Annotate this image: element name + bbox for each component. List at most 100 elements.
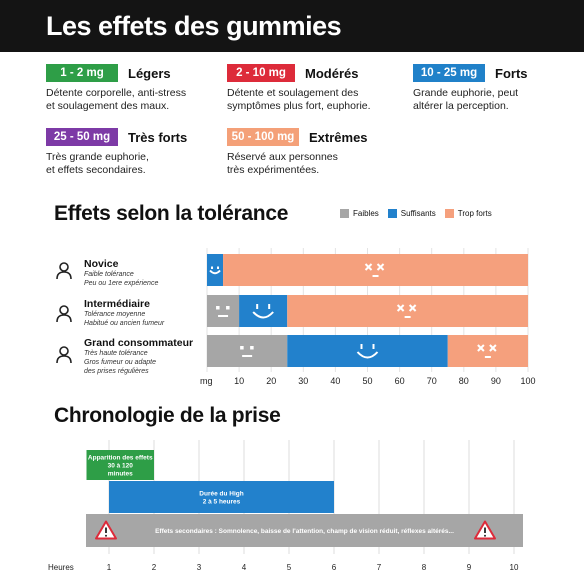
timeline-bar-label: 2 à 5 heures xyxy=(203,499,241,506)
category-label: Grand consommateur xyxy=(84,337,194,349)
category-sub-line: Habitué ou ancien fumeur xyxy=(84,320,165,327)
dose-desc-line: et effets secondaires. xyxy=(46,164,146,177)
tolerance-chart-title: Effets selon la tolérance xyxy=(54,202,289,225)
legend-item-suffisants: Suffisants xyxy=(387,209,436,218)
bar-segment xyxy=(223,254,529,286)
category-sub: Très haute tolérance Gros fumeur ou adap… xyxy=(84,349,156,376)
face-eye xyxy=(489,344,497,352)
tick-label: 90 xyxy=(491,376,501,386)
bar-segment xyxy=(239,295,288,327)
tick-label: 5 xyxy=(287,563,292,572)
dose-level: Légers xyxy=(128,65,171,81)
dose-desc-line: altérer la perception. xyxy=(413,100,509,113)
tick-label: 4 xyxy=(242,563,247,572)
tick-label: 80 xyxy=(459,376,469,386)
timeline-bar-label: minutes xyxy=(108,471,133,478)
dose-desc-line: Détente et soulagement des xyxy=(227,87,359,100)
tick-label: 9 xyxy=(467,563,472,572)
category-sub-line: Gros fumeur ou adapte xyxy=(84,359,156,366)
warning-icon xyxy=(95,520,117,540)
dose-block-moderes: 2 - 10 mg Modérés Détente et soulagement … xyxy=(227,64,371,113)
dose-level: Extrêmes xyxy=(309,129,368,145)
tick-label: 50 xyxy=(362,376,372,386)
tick-label: 60 xyxy=(395,376,405,386)
bar-segment xyxy=(207,335,288,367)
dose-badge: 1 - 2 mg xyxy=(46,64,118,82)
face-eye xyxy=(477,344,485,352)
dose-description: Grande euphorie, peut altérer la percept… xyxy=(413,87,528,113)
tick-label: 6 xyxy=(332,563,337,572)
chart-legend: Faibles Suffisants Trop forts xyxy=(340,209,501,218)
warning-dot xyxy=(105,534,107,537)
neutral-face-icon xyxy=(216,306,230,317)
legend-item-trop-forts: Trop forts xyxy=(444,209,492,218)
bar-segment xyxy=(447,335,528,367)
tick-label: 1 xyxy=(107,563,112,572)
timeline-bar-label: 30 à 120 xyxy=(108,463,134,470)
legend-label: Faibles xyxy=(353,209,379,218)
warning-dot xyxy=(484,534,486,537)
tick-label: 8 xyxy=(422,563,427,572)
face-eye xyxy=(240,346,244,350)
dose-desc-line: Réservé aux personnes xyxy=(227,151,338,164)
dose-block-forts: 10 - 25 mg Forts Grande euphorie, peut al… xyxy=(413,64,528,113)
page-title: Les effets des gummies xyxy=(46,11,342,41)
legend-swatch xyxy=(387,209,397,218)
category-sub-line: Faible tolérance xyxy=(84,271,134,278)
timeline-bar xyxy=(86,514,523,547)
warning-icon xyxy=(474,520,496,540)
timeline-chart-title: Chronologie de la prise xyxy=(54,404,281,427)
face-eye xyxy=(250,346,254,350)
face-eye xyxy=(376,263,385,271)
legend-swatch xyxy=(340,209,349,218)
bar-segment xyxy=(207,295,240,327)
timeline-bar-label: Effets secondaires : Somnolence, baisse … xyxy=(155,528,454,535)
face-mouth xyxy=(356,351,379,359)
timeline-bar-label: Durée du High xyxy=(199,491,243,498)
bar-segment xyxy=(287,295,528,327)
dose-description: Réservé aux personnes très expérimentées… xyxy=(227,151,368,177)
dose-badge: 50 - 100 mg xyxy=(227,128,299,146)
dose-badge: 10 - 25 mg xyxy=(413,64,485,82)
dose-description: Détente corporelle, anti-stress et soula… xyxy=(46,87,186,113)
dose-desc-line: Grande euphorie, peut xyxy=(413,87,519,100)
tick-label: 20 xyxy=(266,376,276,386)
dizzy-face-icon xyxy=(364,263,385,277)
person-icon xyxy=(56,262,72,280)
category-sub-line: des prises régulières xyxy=(84,368,149,375)
category-sub-line: Peu ou 1ere expérience xyxy=(84,280,159,287)
face-eye xyxy=(226,306,230,310)
category-label: Novice xyxy=(84,258,119,270)
neutral-face-icon xyxy=(240,346,254,357)
tick-label: 10 xyxy=(234,376,244,386)
dose-description: Détente et soulagement des symptômes plu… xyxy=(227,87,371,113)
category-sub-line: Très haute tolérance xyxy=(84,350,148,357)
face-mouth xyxy=(209,269,221,275)
legend-label: Suffisants xyxy=(400,209,436,218)
header-banner: Les effets des gummies xyxy=(0,0,584,52)
person-icon xyxy=(56,346,72,364)
dose-level: Très forts xyxy=(128,129,188,145)
tick-label: 2 xyxy=(152,563,157,572)
dose-desc-line: symptômes plus fort, euphorie. xyxy=(227,100,371,113)
dose-desc-line: et soulagement des maux. xyxy=(46,100,170,113)
axis-label: Heures xyxy=(48,563,74,572)
dose-block-legers: 1 - 2 mg Légers Détente corporelle, anti-… xyxy=(46,64,186,113)
timeline-bar xyxy=(109,481,334,513)
dose-level: Modérés xyxy=(305,65,359,81)
tick-label: 70 xyxy=(427,376,437,386)
tick-label: 30 xyxy=(298,376,308,386)
dose-desc-line: très expérimentées. xyxy=(227,164,320,177)
face-eye xyxy=(364,263,373,271)
legend-item-faibles: Faibles xyxy=(340,209,379,218)
bar-segment xyxy=(207,254,224,286)
tick-label: 10 xyxy=(510,563,519,572)
tick-label: 100 xyxy=(520,376,535,386)
dose-badge: 25 - 50 mg xyxy=(46,128,118,146)
bar-segment xyxy=(287,335,448,367)
category-sub: Tolérance moyenne Habitué ou ancien fume… xyxy=(84,310,164,328)
tick-label: 7 xyxy=(377,563,382,572)
category-sub: Faible tolérance Peu ou 1ere expérience xyxy=(84,270,158,288)
happy-face-icon xyxy=(252,304,274,319)
